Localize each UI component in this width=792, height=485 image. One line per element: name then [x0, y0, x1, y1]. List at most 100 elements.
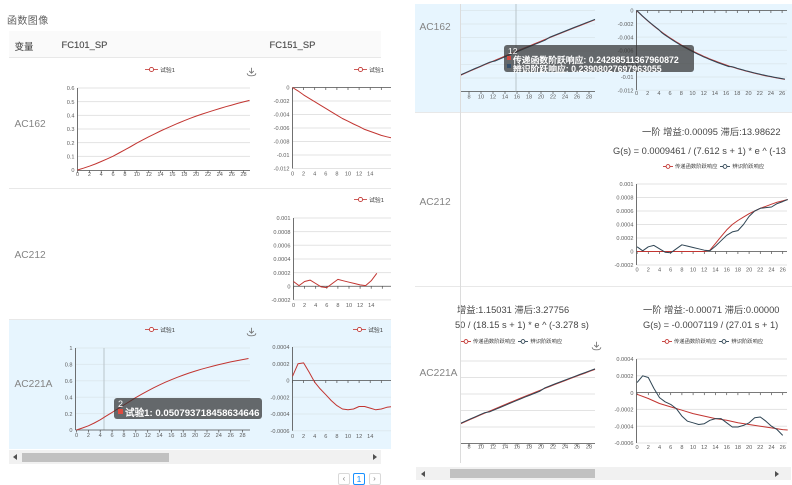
svg-text:-0.006: -0.006	[274, 126, 290, 132]
svg-text:-0.01: -0.01	[277, 153, 290, 159]
svg-text:24: 24	[768, 91, 774, 97]
svg-text:0: 0	[630, 9, 633, 15]
svg-text:28: 28	[586, 445, 592, 451]
svg-text:2: 2	[303, 303, 306, 309]
svg-text:-0.012: -0.012	[618, 89, 634, 95]
svg-text:2: 2	[88, 172, 91, 178]
svg-text:12: 12	[490, 95, 496, 101]
svg-text:0.0008: 0.0008	[616, 196, 633, 202]
svg-text:26: 26	[574, 95, 580, 101]
svg-text:22: 22	[205, 172, 211, 178]
svg-text:8: 8	[680, 268, 683, 274]
svg-text:14: 14	[157, 172, 163, 178]
svg-text:12: 12	[146, 172, 152, 178]
svg-text:18: 18	[526, 445, 532, 451]
svg-text:-0.004: -0.004	[618, 35, 634, 41]
svg-text:0.0002: 0.0002	[273, 271, 290, 277]
svg-text:10: 10	[690, 268, 696, 274]
svg-text:0.0004: 0.0004	[616, 357, 633, 363]
svg-text:2: 2	[647, 268, 650, 274]
svg-text:0.0004: 0.0004	[273, 257, 290, 263]
svg-text:0: 0	[71, 168, 74, 174]
svg-text:22: 22	[757, 91, 763, 97]
svg-text:1: 1	[69, 346, 72, 352]
svg-text:18: 18	[734, 91, 740, 97]
svg-text:0.0002: 0.0002	[616, 374, 633, 380]
svg-text:2: 2	[302, 434, 305, 440]
svg-text:4: 4	[658, 268, 661, 274]
svg-text:8: 8	[467, 95, 470, 101]
svg-text:-0.0006: -0.0006	[615, 441, 634, 447]
svg-text:0.1: 0.1	[67, 155, 75, 161]
svg-text:6: 6	[112, 172, 115, 178]
svg-text:6: 6	[669, 445, 672, 451]
svg-text:-0.0002: -0.0002	[271, 395, 290, 401]
svg-text:0: 0	[286, 379, 289, 385]
svg-text:0.6: 0.6	[67, 86, 75, 92]
svg-text:26: 26	[779, 91, 785, 97]
svg-text:14: 14	[367, 172, 373, 178]
svg-text:26: 26	[574, 445, 580, 451]
svg-text:-0.0002: -0.0002	[615, 263, 634, 269]
svg-text:4: 4	[657, 91, 660, 97]
svg-text:0.3: 0.3	[67, 127, 75, 133]
svg-text:14: 14	[502, 445, 508, 451]
svg-text:24: 24	[768, 268, 774, 274]
svg-text:0.2: 0.2	[65, 412, 73, 418]
svg-text:26: 26	[780, 445, 786, 451]
svg-text:22: 22	[757, 268, 763, 274]
svg-text:0: 0	[286, 86, 289, 92]
svg-text:4: 4	[99, 433, 102, 439]
svg-text:8: 8	[336, 303, 339, 309]
svg-text:22: 22	[757, 445, 763, 451]
svg-text:0.4: 0.4	[67, 114, 75, 120]
svg-text:24: 24	[562, 445, 568, 451]
svg-text:6: 6	[111, 433, 114, 439]
svg-text:18: 18	[180, 433, 186, 439]
svg-text:20: 20	[192, 433, 198, 439]
svg-text:8: 8	[122, 433, 125, 439]
svg-text:-0.002: -0.002	[274, 99, 290, 105]
svg-text:22: 22	[204, 433, 210, 439]
svg-text:4: 4	[314, 303, 317, 309]
svg-text:0.0008: 0.0008	[273, 230, 290, 236]
svg-text:10: 10	[689, 91, 695, 97]
svg-text:0: 0	[69, 428, 72, 434]
svg-text:22: 22	[550, 445, 556, 451]
svg-text:12: 12	[357, 303, 363, 309]
svg-text:20: 20	[193, 172, 199, 178]
svg-text:8: 8	[467, 445, 470, 451]
svg-text:16: 16	[514, 95, 520, 101]
svg-text:0: 0	[287, 284, 290, 290]
svg-text:28: 28	[240, 172, 246, 178]
svg-text:0.001: 0.001	[620, 182, 634, 188]
svg-text:24: 24	[768, 445, 774, 451]
svg-text:10: 10	[345, 434, 351, 440]
svg-text:22: 22	[550, 95, 556, 101]
svg-text:28: 28	[239, 433, 245, 439]
svg-text:12: 12	[701, 91, 707, 97]
svg-text:20: 20	[538, 95, 544, 101]
svg-text:8: 8	[335, 434, 338, 440]
svg-text:12: 12	[701, 445, 707, 451]
svg-text:0.0002: 0.0002	[616, 236, 633, 242]
svg-text:0: 0	[630, 250, 633, 256]
svg-text:10: 10	[134, 172, 140, 178]
svg-text:10: 10	[345, 172, 351, 178]
svg-text:8: 8	[680, 445, 683, 451]
svg-text:10: 10	[690, 445, 696, 451]
svg-text:26: 26	[780, 268, 786, 274]
svg-text:24: 24	[217, 172, 223, 178]
svg-text:20: 20	[538, 445, 544, 451]
svg-text:6: 6	[669, 91, 672, 97]
svg-text:0.5: 0.5	[67, 100, 75, 106]
svg-text:0: 0	[635, 91, 638, 97]
svg-text:16: 16	[169, 172, 175, 178]
svg-text:12: 12	[145, 433, 151, 439]
svg-text:-0.0002: -0.0002	[272, 298, 291, 304]
svg-text:0: 0	[292, 303, 295, 309]
svg-text:18: 18	[526, 95, 532, 101]
svg-text:14: 14	[367, 434, 373, 440]
svg-text:2: 2	[87, 433, 90, 439]
svg-text:0: 0	[75, 433, 78, 439]
